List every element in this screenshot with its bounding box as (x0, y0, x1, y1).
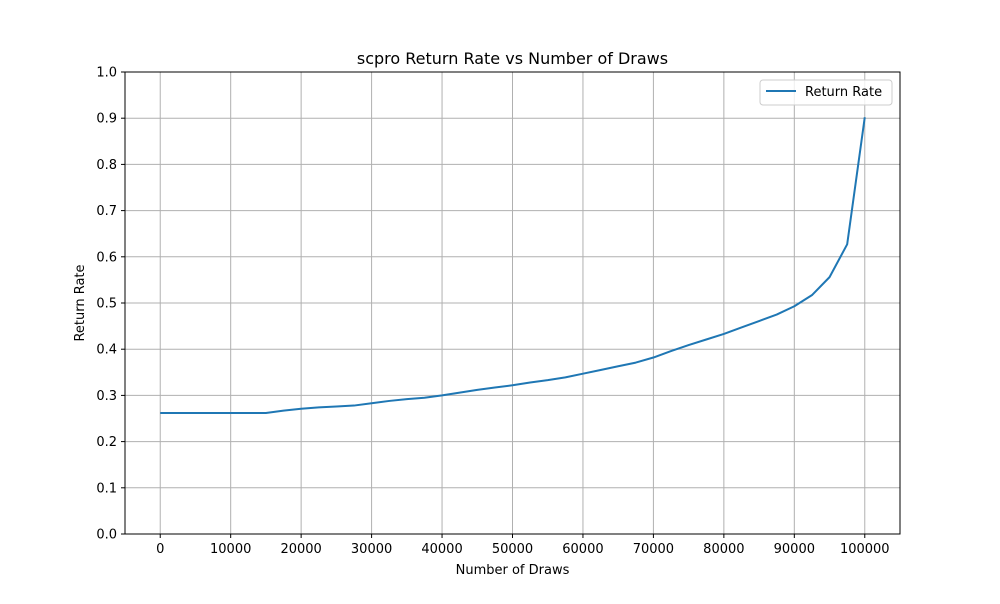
y-axis-label: Return Rate (73, 264, 88, 341)
x-tick-label: 70000 (633, 542, 674, 557)
y-tick-label: 0.0 (96, 528, 117, 543)
legend-label: Return Rate (805, 85, 882, 100)
y-tick-label: 0.3 (96, 389, 117, 404)
series-line-return-rate (160, 117, 866, 414)
x-tick-label: 20000 (280, 542, 321, 557)
x-tick-label: 40000 (421, 542, 462, 557)
x-tick-label: 100000 (840, 542, 890, 557)
y-tick-label: 0.6 (96, 250, 117, 265)
x-tick-label: 60000 (562, 542, 603, 557)
x-tick-label: 50000 (492, 542, 533, 557)
chart-title: scpro Return Rate vs Number of Draws (357, 49, 668, 68)
y-tick-label: 1.0 (96, 66, 117, 81)
ticks: 0 10000 20000 30000 40000 50000 60000 70000 8000… (96, 66, 889, 558)
x-tick-label: 90000 (774, 542, 815, 557)
y-tick-label: 0.1 (96, 481, 117, 496)
y-tick-label: 0.2 (96, 435, 117, 450)
legend-box (759, 79, 893, 106)
y-tick-label: 0.4 (96, 343, 117, 358)
x-tick-label: 0 (156, 542, 164, 557)
x-axis-label: Number of Draws (456, 563, 570, 578)
x-tick-label: 10000 (210, 542, 251, 557)
x-tick-label: 80000 (703, 542, 744, 557)
legend: Return Rate (759, 79, 893, 106)
series-layer (160, 117, 866, 414)
y-tick-label: 0.8 (96, 158, 117, 173)
y-tick-label: 0.5 (96, 297, 117, 312)
x-tick-label: 30000 (351, 542, 392, 557)
y-tick-label: 0.7 (96, 204, 117, 219)
plot-frame (124, 71, 901, 535)
y-tick-label: 0.9 (96, 112, 117, 127)
